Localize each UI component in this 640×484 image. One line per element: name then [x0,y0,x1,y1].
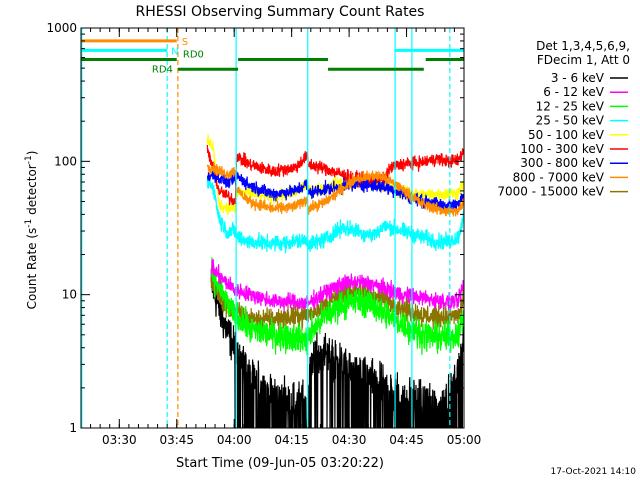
x-tick-label: 03:45 [159,433,194,447]
flag-label-s: S [182,37,188,48]
legend-label-3-6-kev: 3 - 6 keV [551,71,605,85]
flag-label-rd4: RD4 [152,64,173,75]
legend-label-7000-15000-kev: 7000 - 15000 keV [497,185,604,199]
plot-area: SN RD0 RD4 1 10 100 1000 03:30 03:45 04:00 04:15 04… [46,21,481,447]
y-axis-label: Count Rate (s-1 detector-1) [24,151,39,310]
legend-label-50-100-kev: 50 - 100 keV [528,128,605,142]
y-axis-label-sup2: -1 [24,155,34,164]
series-line-6-12-kev [210,259,464,312]
y-axis-label-end: ) [25,151,39,156]
legend: Det 1,3,4,5,6,9, FDecim 1, Att 0 3 - 6 k… [497,39,630,199]
legend-label-300-800-kev: 300 - 800 keV [520,156,604,170]
legend-label-100-300-kev: 100 - 300 keV [520,142,604,156]
y-tick-label: 1000 [46,21,77,35]
series-line-12-25-kev [210,257,464,356]
x-tick-label: 04:00 [217,433,252,447]
legend-label-6-12-kev: 6 - 12 keV [543,85,605,99]
y-tick-label: 10 [62,288,77,302]
legend-label-25-50-kev: 25 - 50 keV [536,114,605,128]
flag-label-n: N [171,46,178,57]
y-axis-label-sup1: -1 [24,219,34,228]
x-tick-label: 04:30 [332,433,367,447]
flag-label-rd0: RD0 [183,50,204,61]
x-tick-label: 03:30 [102,433,137,447]
x-tick-label: 04:15 [274,433,309,447]
x-tick-label: 05:00 [447,433,482,447]
legend-label-800-7000-kev: 800 - 7000 keV [513,170,605,184]
y-tick-label: 100 [54,154,77,168]
y-axis-label-mid: detector [25,164,39,219]
x-tick-label: 04:45 [389,433,424,447]
series-line-300-800-kev [206,169,464,213]
legend-header-line-2: FDecim 1, Att 0 [537,53,630,67]
series-line-25-50-kev [206,175,464,254]
series-line-7000-15000-kev [210,268,464,333]
series-line-800-7000-kev [206,162,464,217]
generation-timestamp: 17-Oct-2021 14:10 [551,467,637,477]
series-line-100-300-kev [206,144,464,206]
y-axis-label-main: Count Rate (s [25,228,39,310]
y-tick-label: 1 [69,421,77,435]
legend-label-12-25-kev: 12 - 25 keV [536,99,605,113]
series-line-3-6-kev [210,268,464,428]
x-axis-label: Start Time (09-Jun-05 03:20:22) [176,456,384,471]
legend-header-line-1: Det 1,3,4,5,6,9, [536,39,630,53]
chart-title: RHESSI Observing Summary Count Rates [136,4,425,20]
